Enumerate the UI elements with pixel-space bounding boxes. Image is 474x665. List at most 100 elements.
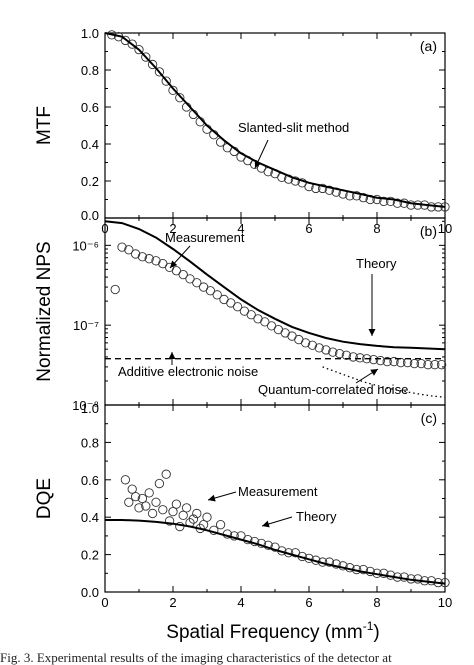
x-tick-label: 6 bbox=[305, 595, 312, 610]
x-axis-label: Spatial Frequency (mm-1) bbox=[166, 619, 379, 643]
data-point bbox=[127, 484, 137, 494]
x-axis-label-tail: ) bbox=[373, 622, 379, 643]
data-point bbox=[137, 493, 148, 504]
x-tick-label: 2 bbox=[169, 221, 176, 236]
y-tick-label: 0.2 bbox=[81, 548, 99, 563]
x-tick-label: 6 bbox=[305, 221, 312, 236]
y-tick-label: 10⁻⁶ bbox=[72, 238, 99, 253]
data-point bbox=[171, 499, 182, 509]
x-tick-label: 4 bbox=[237, 221, 244, 236]
panel-b: 10⁻⁶ 10⁻⁷ 10⁻⁸ Normalized NPS (b) Measurement… bbox=[34, 217, 447, 413]
x-tick-label: 0 bbox=[101, 595, 108, 610]
data-point bbox=[151, 256, 161, 266]
data-point bbox=[321, 345, 331, 355]
data-point bbox=[341, 350, 352, 360]
data-point bbox=[358, 192, 369, 203]
data-point bbox=[368, 354, 379, 365]
y-tick-label: 10⁻⁸ bbox=[72, 398, 99, 413]
data-point bbox=[164, 516, 175, 526]
annotation-arrow-head bbox=[208, 494, 216, 502]
x-tick-label: 10 bbox=[438, 595, 452, 610]
data-point bbox=[351, 191, 362, 201]
data-point bbox=[144, 254, 154, 264]
figure-caption: Fig. 3. Experimental results of the imag… bbox=[0, 650, 392, 665]
data-point bbox=[307, 340, 318, 350]
data-point bbox=[379, 568, 389, 578]
data-point bbox=[202, 512, 212, 522]
data-point bbox=[375, 355, 386, 366]
data-point bbox=[260, 317, 270, 327]
x-tick-label: 4 bbox=[237, 595, 244, 610]
data-point bbox=[178, 510, 188, 520]
data-point bbox=[141, 52, 151, 62]
x-axis-label-main: Spatial Frequency (mm bbox=[166, 622, 362, 643]
data-point bbox=[188, 514, 199, 524]
y-tick-label: 0.0 bbox=[81, 585, 99, 600]
x-tick-label: 8 bbox=[373, 221, 380, 236]
panel-tag: (a) bbox=[420, 38, 437, 54]
y-axis-label: DQE bbox=[34, 478, 55, 519]
data-point bbox=[161, 469, 171, 479]
annotation-arrow-head bbox=[254, 160, 262, 168]
data-point bbox=[137, 252, 148, 262]
data-point bbox=[372, 194, 382, 205]
data-point bbox=[215, 520, 226, 530]
data-point bbox=[409, 358, 420, 369]
y-tick-label: 0.0 bbox=[81, 208, 99, 223]
data-point bbox=[232, 302, 243, 312]
data-point bbox=[355, 353, 365, 363]
data-point bbox=[168, 506, 178, 517]
data-point bbox=[130, 249, 141, 259]
data-point bbox=[379, 196, 389, 207]
data-point bbox=[382, 356, 392, 367]
data-point bbox=[120, 475, 131, 485]
data-point bbox=[226, 298, 236, 308]
data-point bbox=[158, 505, 168, 515]
panel-tag: (b) bbox=[420, 223, 437, 239]
data-point bbox=[134, 45, 144, 55]
data-point bbox=[124, 497, 134, 507]
data-point bbox=[147, 508, 158, 519]
data-point bbox=[151, 497, 161, 507]
x-axis-label-sup: -1 bbox=[363, 619, 374, 633]
data-point bbox=[324, 185, 335, 195]
data-point bbox=[161, 76, 171, 86]
data-point bbox=[290, 176, 301, 186]
y-tick-label: 0.4 bbox=[81, 137, 99, 152]
panel-a: 0 2 4 6 8 100.00.20.40.60.81.0MTF(a)Slanted-s… bbox=[34, 26, 452, 236]
data-point bbox=[436, 360, 447, 370]
data-point bbox=[175, 93, 185, 103]
annotation-quantum-noise: Quantum-correlated noise bbox=[258, 382, 408, 397]
y-tick-label: 10⁻⁷ bbox=[73, 318, 99, 333]
y-tick-label: 0.8 bbox=[81, 435, 99, 450]
data-point bbox=[178, 269, 188, 280]
data-point bbox=[324, 557, 335, 567]
data-point bbox=[117, 242, 127, 252]
data-point bbox=[175, 521, 185, 532]
data-point bbox=[334, 348, 345, 359]
y-tick-label: 0.6 bbox=[81, 100, 99, 115]
data-point bbox=[212, 290, 222, 300]
annotation-arrow-head bbox=[170, 260, 178, 268]
y-tick-label: 0.2 bbox=[81, 174, 99, 189]
y-tick-label: 1.0 bbox=[81, 26, 99, 41]
data-point bbox=[430, 360, 440, 370]
annotation-measurement: Measurement bbox=[238, 484, 318, 499]
x-tick-label: 8 bbox=[373, 595, 380, 610]
data-point bbox=[181, 503, 192, 513]
data-point bbox=[406, 200, 416, 210]
data-point bbox=[192, 508, 202, 519]
data-point bbox=[300, 338, 311, 348]
data-point bbox=[154, 67, 165, 77]
annotation-measurement: Measurement bbox=[165, 230, 245, 245]
data-point bbox=[328, 347, 338, 357]
data-point bbox=[392, 198, 403, 208]
data-point bbox=[348, 352, 358, 362]
data-point bbox=[385, 196, 396, 207]
panel-c: 0 2 4 6 8 10 0.0 0.2 0.4 0.6 0.8 1.0 DQE (c) Measureme… bbox=[34, 401, 452, 643]
annotation-arrow-head bbox=[368, 329, 376, 336]
theory-curve bbox=[105, 519, 446, 585]
data-point bbox=[205, 286, 216, 296]
data-point bbox=[389, 356, 399, 367]
data-point bbox=[124, 245, 134, 255]
